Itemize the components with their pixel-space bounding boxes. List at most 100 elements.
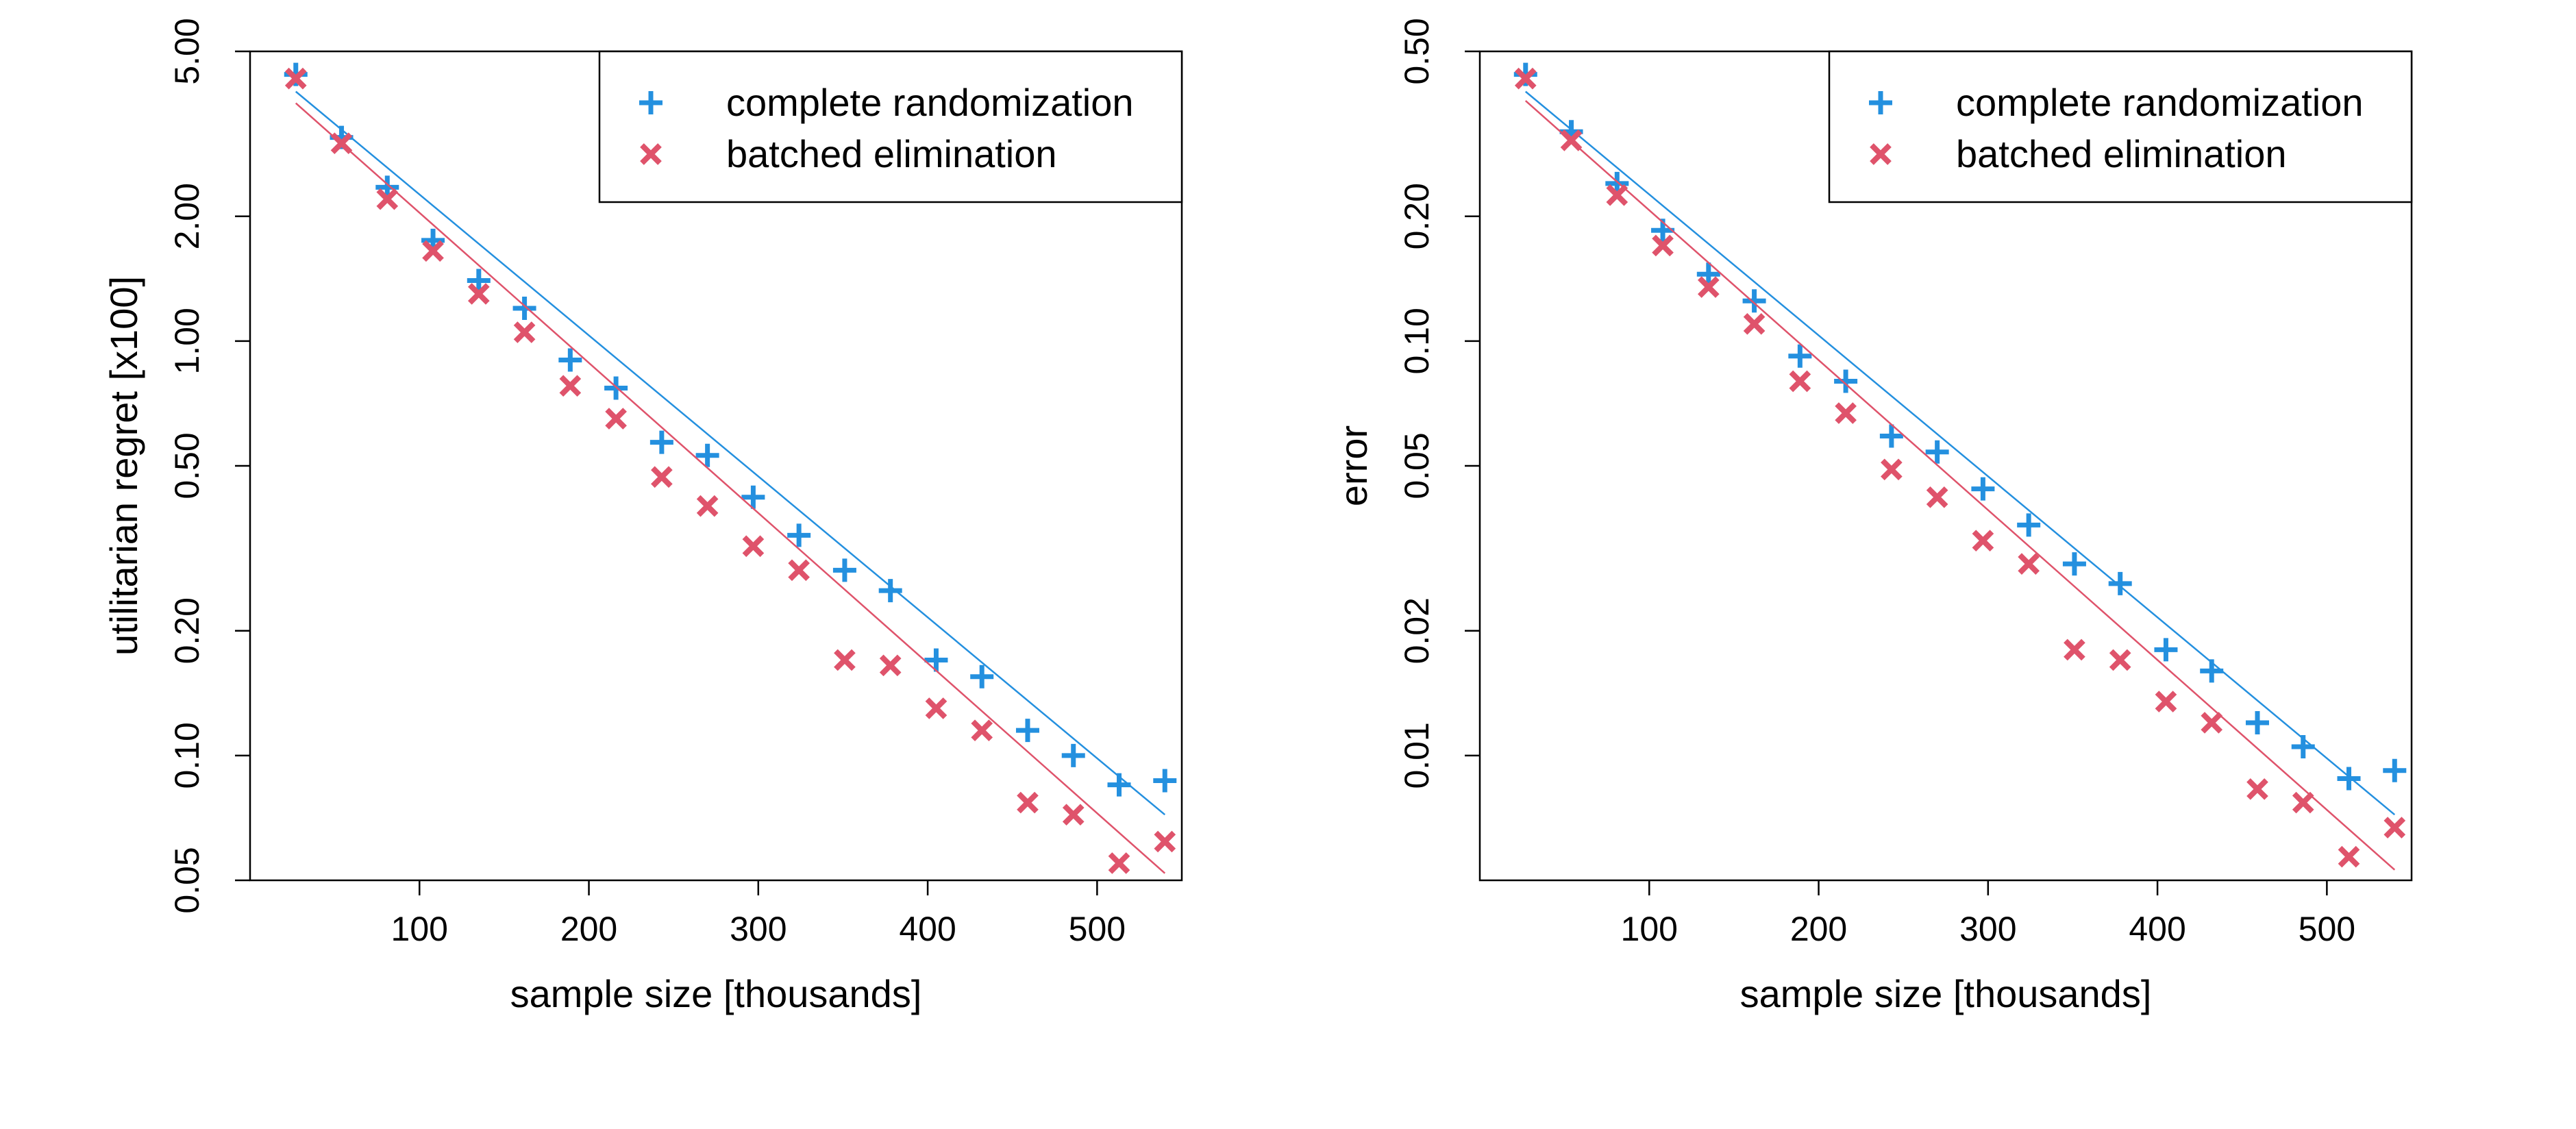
y-tick-label: 1.00 [168, 308, 206, 374]
data-point-batched-elimination [1743, 313, 1766, 335]
data-point-batched-elimination [330, 132, 353, 155]
data-point-batched-elimination [1017, 791, 1039, 814]
x-tick-label: 100 [1621, 910, 1678, 948]
data-point-complete-randomization [512, 296, 536, 320]
data-point-batched-elimination [1154, 830, 1176, 853]
legend-marker-batched-elimination [640, 143, 662, 165]
data-point-complete-randomization [1925, 440, 1949, 464]
data-point-complete-randomization [832, 558, 856, 582]
data-point-complete-randomization [1971, 477, 1995, 501]
y-tick-label: 0.05 [1398, 432, 1436, 499]
data-point-batched-elimination [559, 375, 582, 397]
y-tick-label: 0.50 [1398, 18, 1436, 84]
data-point-batched-elimination [1835, 402, 1857, 424]
data-point-complete-randomization [467, 269, 491, 293]
data-point-complete-randomization [2383, 758, 2407, 782]
data-point-batched-elimination [2201, 712, 2223, 734]
data-point-batched-elimination [1972, 530, 1994, 552]
fit-line-complete-randomization [1524, 90, 2396, 816]
data-point-complete-randomization [1696, 262, 1720, 286]
data-point-batched-elimination [2292, 791, 2314, 814]
data-point-complete-randomization [1015, 719, 1039, 743]
data-point-complete-randomization [1834, 369, 1858, 393]
legend-box [598, 50, 1183, 203]
x-tick-label: 200 [1790, 910, 1847, 948]
fit-line-complete-randomization [295, 90, 1166, 816]
data-point-complete-randomization [1879, 424, 1903, 448]
data-point-batched-elimination [2018, 553, 2040, 575]
data-point-complete-randomization [741, 485, 765, 509]
x-tick-label: 400 [2129, 910, 2185, 948]
x-axis-title: sample size [thousands] [510, 972, 922, 1015]
data-point-batched-elimination [1697, 276, 1720, 298]
fit-line-batched-elimination [295, 102, 1166, 874]
data-point-complete-randomization [2337, 767, 2361, 791]
data-point-complete-randomization [1107, 773, 1131, 797]
y-tick-label: 0.50 [168, 432, 206, 499]
data-point-batched-elimination [2155, 691, 2177, 712]
x-tick-label: 100 [391, 910, 448, 948]
data-point-complete-randomization [1513, 62, 1537, 86]
panel-error: 100 200 300 400 500 0.01 0.02 0.05 0.10 0.20 0.50 s… [1332, 18, 2413, 1015]
legend-marker-batched-elimination [1870, 143, 1892, 165]
data-point-complete-randomization [2291, 735, 2315, 759]
data-point-batched-elimination [834, 649, 856, 671]
data-point-batched-elimination [1652, 234, 1674, 257]
legend-marker-complete-randomization [1869, 91, 1892, 114]
data-point-batched-elimination [1108, 852, 1130, 874]
data-point-complete-randomization [970, 665, 994, 688]
data-point-complete-randomization [2017, 513, 2041, 537]
data-point-batched-elimination [788, 559, 810, 582]
y-tick-label: 5.00 [168, 18, 206, 84]
legend-label-batched-elimination: batched elimination [1956, 132, 2287, 175]
data-point-complete-randomization [2108, 571, 2132, 595]
data-point-batched-elimination [2109, 649, 2131, 671]
y-tick-label: 2.00 [168, 183, 206, 249]
data-point-complete-randomization [2245, 710, 2269, 734]
data-point-complete-randomization [1153, 769, 1177, 793]
data-point-batched-elimination [605, 408, 627, 430]
data-point-batched-elimination [513, 321, 536, 343]
x-tick-label: 500 [2299, 910, 2355, 948]
data-point-batched-elimination [925, 697, 948, 719]
data-point-batched-elimination [1560, 129, 1583, 151]
data-point-batched-elimination [742, 535, 765, 558]
y-axis-title: error [1332, 425, 1375, 506]
x-tick-label: 300 [730, 910, 787, 948]
data-point-batched-elimination [2246, 778, 2268, 800]
data-point-complete-randomization [924, 648, 948, 672]
data-point-batched-elimination [651, 466, 673, 488]
data-point-complete-randomization [878, 579, 902, 603]
x-axis-title: sample size [thousands] [1740, 972, 2152, 1015]
data-point-batched-elimination [1789, 370, 1811, 393]
data-point-complete-randomization [2200, 659, 2224, 683]
legend: complete randomization batched eliminatio… [1828, 50, 2413, 203]
data-point-batched-elimination [879, 654, 902, 677]
data-point-batched-elimination [284, 67, 307, 90]
data-point-complete-randomization [695, 443, 719, 467]
legend-label-complete-randomization: complete randomization [1956, 81, 2364, 124]
y-axis-title: utilitarian regret [x100] [102, 276, 145, 656]
data-point-batched-elimination [422, 240, 444, 262]
data-point-batched-elimination [1881, 458, 1903, 481]
data-point-batched-elimination [1514, 67, 1537, 90]
data-point-batched-elimination [2383, 817, 2406, 839]
data-point-complete-randomization [2154, 638, 2178, 662]
data-point-complete-randomization [1061, 743, 1085, 767]
data-point-complete-randomization [1742, 289, 1766, 313]
y-tick-label: 0.10 [1398, 308, 1436, 374]
x-tick-label: 400 [899, 910, 956, 948]
legend-marker-complete-randomization [639, 91, 662, 114]
y-tick-label: 0.20 [1398, 183, 1436, 249]
data-point-batched-elimination [1062, 804, 1085, 826]
data-point-complete-randomization [284, 62, 308, 86]
y-tick-label: 0.05 [168, 847, 206, 913]
y-tick-label: 0.01 [1398, 722, 1436, 789]
x-tick-label: 500 [1069, 910, 1126, 948]
y-tick-label: 0.10 [168, 722, 206, 789]
legend-box [1828, 50, 2413, 203]
fit-line-batched-elimination [1524, 100, 2396, 871]
legend: complete randomization batched eliminatio… [598, 50, 1183, 203]
legend-label-batched-elimination: batched elimination [726, 132, 1057, 175]
